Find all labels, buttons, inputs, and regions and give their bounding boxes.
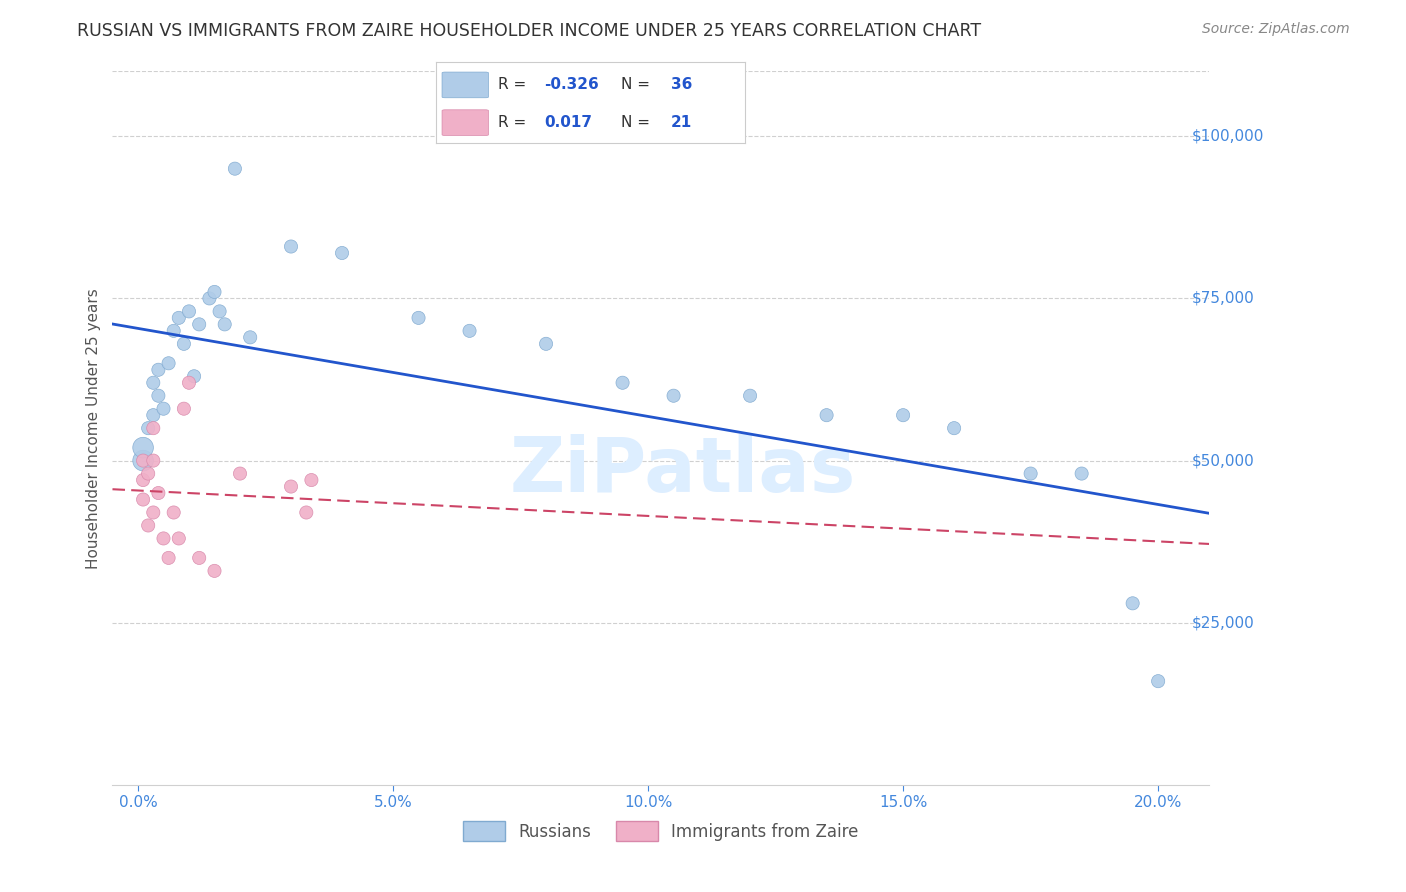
- Legend: Russians, Immigrants from Zaire: Russians, Immigrants from Zaire: [457, 814, 865, 848]
- Point: [943, 421, 966, 435]
- Point: [188, 318, 211, 332]
- Text: $25,000: $25,000: [1192, 615, 1254, 631]
- Point: [280, 479, 302, 493]
- Point: [136, 467, 159, 481]
- Point: [177, 304, 200, 318]
- Point: [142, 506, 165, 520]
- Point: [534, 336, 557, 351]
- Point: [1122, 596, 1144, 610]
- Point: [208, 304, 231, 318]
- Point: [177, 376, 200, 390]
- Point: [148, 363, 170, 377]
- Point: [239, 330, 262, 344]
- Point: [612, 376, 634, 390]
- Point: [157, 550, 180, 565]
- Point: [204, 564, 226, 578]
- Point: [157, 356, 180, 370]
- Point: [136, 421, 159, 435]
- Point: [148, 389, 170, 403]
- Point: [132, 441, 155, 455]
- Y-axis label: Householder Income Under 25 years: Householder Income Under 25 years: [86, 288, 101, 568]
- Point: [1070, 467, 1092, 481]
- Point: [132, 473, 155, 487]
- Point: [142, 453, 165, 467]
- Point: [1019, 467, 1042, 481]
- Point: [280, 239, 302, 253]
- Point: [183, 369, 205, 384]
- Point: [136, 518, 159, 533]
- Text: $75,000: $75,000: [1192, 291, 1254, 306]
- Point: [188, 550, 211, 565]
- Text: $50,000: $50,000: [1192, 453, 1254, 468]
- Text: N =: N =: [621, 115, 655, 130]
- Point: [204, 285, 226, 299]
- Point: [152, 401, 174, 416]
- Point: [1147, 674, 1170, 689]
- Point: [163, 506, 186, 520]
- Text: 21: 21: [671, 115, 692, 130]
- Point: [214, 318, 236, 332]
- Point: [662, 389, 685, 403]
- Point: [295, 506, 318, 520]
- Point: [198, 292, 221, 306]
- Point: [224, 161, 246, 176]
- Text: 0.017: 0.017: [544, 115, 592, 130]
- Point: [132, 492, 155, 507]
- Point: [891, 408, 914, 422]
- Point: [815, 408, 838, 422]
- Point: [330, 246, 353, 260]
- Point: [458, 324, 481, 338]
- Point: [167, 532, 190, 546]
- Text: R =: R =: [498, 115, 531, 130]
- Point: [152, 532, 174, 546]
- Text: ZiPatlas: ZiPatlas: [509, 434, 856, 508]
- Point: [408, 310, 430, 325]
- FancyBboxPatch shape: [441, 72, 488, 98]
- Point: [173, 401, 195, 416]
- Text: R =: R =: [498, 78, 531, 93]
- Point: [132, 453, 155, 467]
- Point: [167, 310, 190, 325]
- Text: -0.326: -0.326: [544, 78, 599, 93]
- Text: N =: N =: [621, 78, 655, 93]
- Point: [173, 336, 195, 351]
- Point: [148, 486, 170, 500]
- Point: [142, 376, 165, 390]
- Point: [738, 389, 761, 403]
- Text: RUSSIAN VS IMMIGRANTS FROM ZAIRE HOUSEHOLDER INCOME UNDER 25 YEARS CORRELATION C: RUSSIAN VS IMMIGRANTS FROM ZAIRE HOUSEHO…: [77, 22, 981, 40]
- Text: Source: ZipAtlas.com: Source: ZipAtlas.com: [1202, 22, 1350, 37]
- Point: [299, 473, 322, 487]
- Point: [142, 408, 165, 422]
- Point: [229, 467, 252, 481]
- Point: [163, 324, 186, 338]
- FancyBboxPatch shape: [441, 110, 488, 136]
- Point: [132, 453, 155, 467]
- Text: $100,000: $100,000: [1192, 128, 1264, 144]
- Point: [142, 421, 165, 435]
- Text: 36: 36: [671, 78, 692, 93]
